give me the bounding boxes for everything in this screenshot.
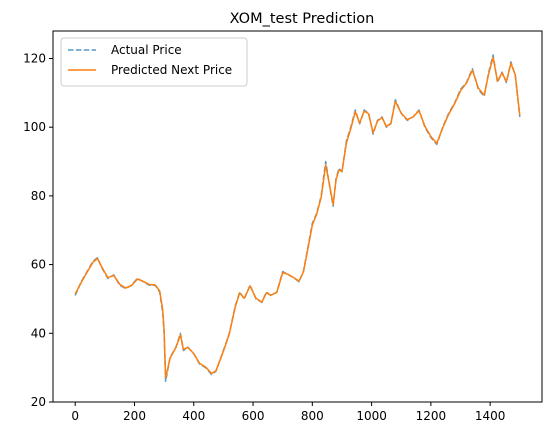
legend-label-0: Actual Price <box>111 43 182 57</box>
x-tick-label: 0 <box>71 409 79 423</box>
chart-title: XOM_test Prediction <box>230 11 375 27</box>
plot-frame <box>52 30 543 403</box>
x-tick-label: 200 <box>123 409 146 423</box>
y-tick-label: 60 <box>31 258 46 272</box>
series-line-1 <box>74 56 521 379</box>
y-tick-label: 40 <box>31 326 46 340</box>
x-tick-label: 1200 <box>416 409 447 423</box>
legend-label-1: Predicted Next Price <box>111 63 232 77</box>
y-axis: 20 40 60 80 100 120 <box>23 51 53 409</box>
y-tick-label: 120 <box>23 51 46 65</box>
plot-area <box>74 54 521 383</box>
x-tick-label: 600 <box>242 409 265 423</box>
y-tick-label: 20 <box>31 395 46 409</box>
legend-box <box>60 37 248 87</box>
x-tick-label: 1400 <box>475 409 506 423</box>
x-tick-label: 800 <box>301 409 324 423</box>
y-tick-label: 80 <box>31 189 46 203</box>
x-tick-label: 1000 <box>356 409 387 423</box>
x-axis: 0 200 400 600 800 1000 1200 1400 <box>71 402 505 423</box>
y-tick-label: 100 <box>23 120 46 134</box>
x-tick-label: 400 <box>182 409 205 423</box>
legend: Actual Price Predicted Next Price <box>60 37 248 87</box>
